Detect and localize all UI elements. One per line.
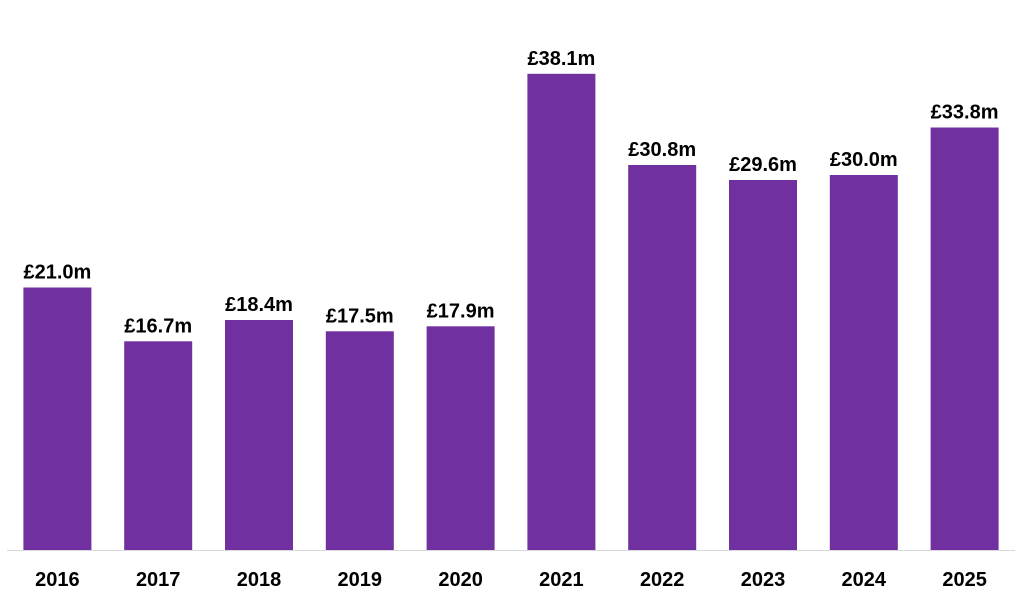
x-tick-label-2018: 2018 <box>237 569 282 591</box>
bar-2025 <box>930 127 999 550</box>
x-tick-label-2024: 2024 <box>842 569 887 591</box>
data-label-2017: £16.7m <box>124 315 192 337</box>
data-label-2018: £18.4m <box>225 294 293 316</box>
bar-2019 <box>325 331 394 551</box>
x-tick-label-2017: 2017 <box>136 569 181 591</box>
data-label-2025: £33.8m <box>931 102 999 124</box>
bar-2017 <box>124 341 193 551</box>
bar-2018 <box>225 320 293 550</box>
data-label-2024: £30.0m <box>830 149 898 171</box>
x-tick-label-2020: 2020 <box>438 569 483 591</box>
x-tick-labels-group: 2016 2017 2018 2019 2020 2021 2022 2023 2024 2025 <box>35 569 987 591</box>
bar-2022 <box>628 165 697 550</box>
data-labels-group: £21.0m £16.7m £18.4m £17.5m £17.9m £38.1m £30.… <box>23 48 999 337</box>
data-label-2016: £21.0m <box>23 262 91 284</box>
x-tick-label-2022: 2022 <box>640 569 685 591</box>
data-label-2019: £17.5m <box>326 305 394 327</box>
x-tick-label-2023: 2023 <box>741 569 786 591</box>
bar-2024 <box>829 175 898 550</box>
data-label-2020: £17.9m <box>427 300 495 322</box>
data-label-2021: £38.1m <box>527 48 595 70</box>
x-tick-label-2021: 2021 <box>539 569 584 591</box>
bar-2016 <box>23 287 92 550</box>
bar-2023 <box>729 180 797 550</box>
x-tick-label-2016: 2016 <box>35 569 80 591</box>
bars-group <box>23 73 999 551</box>
data-label-2022: £30.8m <box>628 139 696 161</box>
x-tick-label-2025: 2025 <box>942 569 987 591</box>
data-label-2023: £29.6m <box>729 154 797 176</box>
x-tick-label-2019: 2019 <box>338 569 383 591</box>
bar-2021 <box>527 73 596 551</box>
bar-2020 <box>426 326 495 550</box>
